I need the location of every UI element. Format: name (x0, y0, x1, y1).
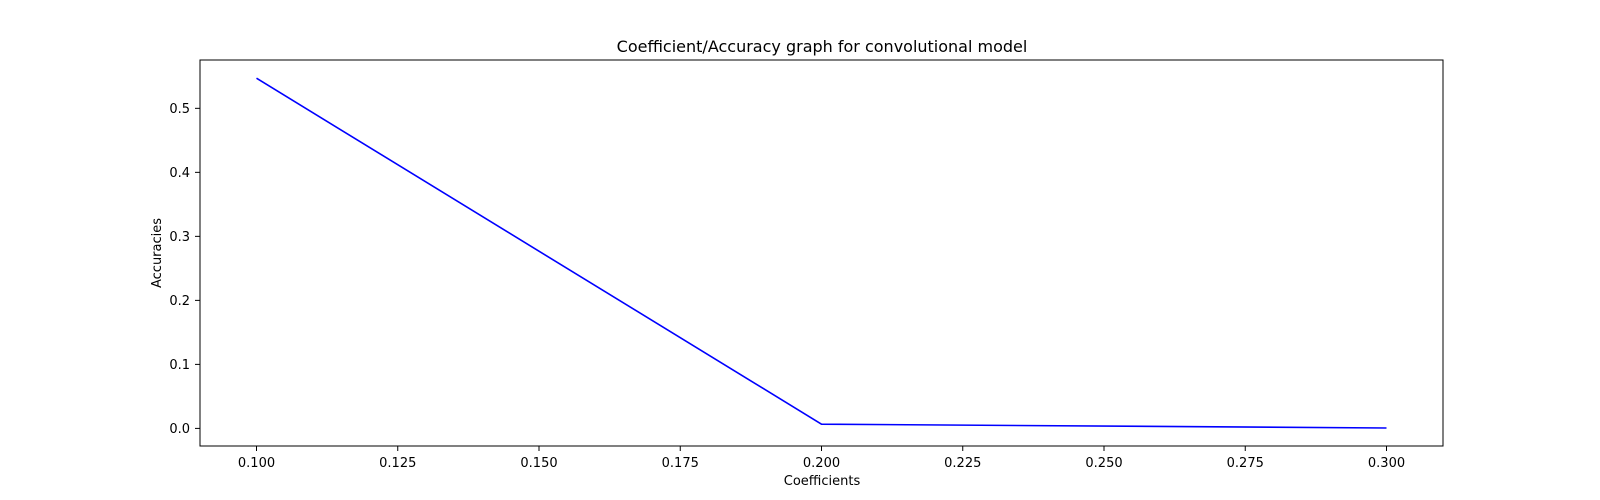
x-tick-label: 0.150 (520, 456, 557, 471)
x-tick-label: 0.200 (803, 456, 840, 471)
y-tick-label: 0.1 (169, 358, 190, 373)
x-tick-label: 0.100 (238, 456, 275, 471)
x-tick-label: 0.225 (944, 456, 981, 471)
y-tick-label: 0.0 (169, 422, 190, 437)
y-tick-label: 0.4 (169, 166, 190, 181)
series-layer (256, 77, 1387, 429)
x-tick-label: 0.275 (1227, 456, 1264, 471)
x-axis-label: Coefficients (784, 474, 861, 489)
y-axis-label: Accuracies (150, 218, 165, 288)
x-tick-label: 0.250 (1085, 456, 1122, 471)
x-axis-ticks: 0.100 0.125 0.150 0.175 0.200 0.225 0.250 0.275… (238, 446, 1405, 471)
y-tick-label: 0.3 (169, 230, 190, 245)
chart-title: Coefficient/Accuracy graph for convoluti… (617, 37, 1028, 56)
series-line-0 (256, 77, 1387, 429)
y-axis-ticks: 0.0 0.1 0.2 0.3 0.4 0.5 (169, 102, 200, 437)
x-tick-label: 0.125 (379, 456, 416, 471)
y-tick-label: 0.5 (169, 102, 190, 117)
x-tick-label: 0.175 (662, 456, 699, 471)
y-tick-label: 0.2 (169, 294, 190, 309)
x-tick-label: 0.300 (1368, 456, 1405, 471)
plot-frame (199, 59, 1444, 447)
